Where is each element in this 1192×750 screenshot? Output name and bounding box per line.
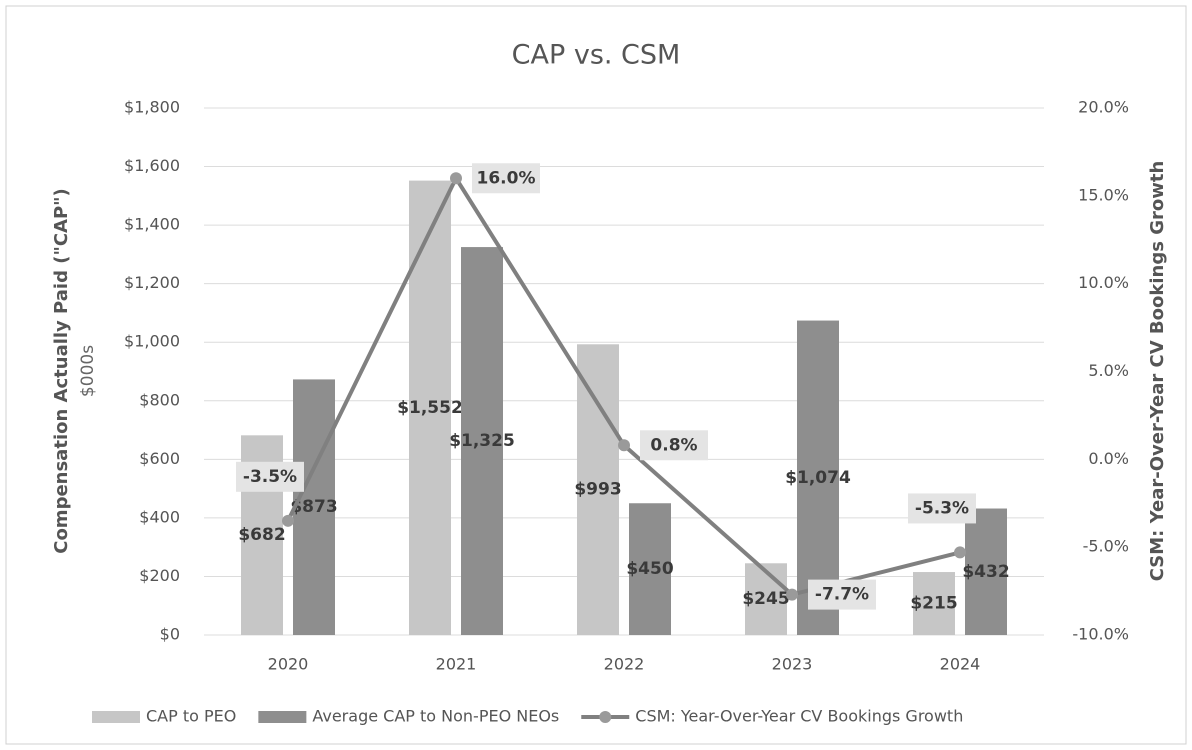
line-value-label: -5.3% (915, 498, 969, 518)
y-tick-label: $200 (139, 566, 180, 585)
bar (461, 247, 503, 635)
y2-tick-label: -5.0% (1083, 537, 1129, 556)
line-point (954, 546, 966, 559)
x-tick-label: 2020 (268, 655, 309, 674)
bar-value-label: $682 (238, 525, 285, 545)
x-tick-label: 2022 (604, 655, 645, 674)
y-tick-label: $1,000 (124, 332, 180, 351)
bar-value-label: $450 (626, 559, 673, 579)
line-value-label: 16.0% (477, 168, 536, 188)
y-tick-label: $0 (160, 625, 180, 644)
line-point (282, 514, 294, 527)
bar (629, 503, 671, 635)
y-tick-label: $1,600 (124, 156, 180, 175)
y2-tick-label: 20.0% (1078, 98, 1129, 117)
bar (293, 379, 335, 635)
line-label-box (472, 163, 540, 194)
bar (745, 563, 787, 635)
legend-label: CSM: Year-Over-Year CV Bookings Growth (635, 707, 963, 726)
y-tick-label: $400 (139, 507, 180, 526)
y-tick-label: $800 (139, 390, 180, 409)
bar (577, 344, 619, 635)
y-tick-label: $1,800 (124, 98, 180, 117)
bar (965, 508, 1007, 635)
x-tick-label: 2024 (940, 655, 981, 674)
bar-value-label: $1,074 (785, 468, 851, 488)
y-tick-label: $1,200 (124, 273, 180, 292)
line-label-box (640, 430, 708, 461)
y-axis-sublabel: $000s (78, 345, 98, 397)
y2-tick-label: 10.0% (1078, 273, 1129, 292)
line-value-label: -7.7% (815, 585, 869, 605)
line-label-box (908, 493, 976, 524)
legend-label: CAP to PEO (146, 707, 236, 726)
bar-value-label: $1,552 (397, 398, 463, 418)
x-tick-label: 2021 (436, 655, 477, 674)
bar-value-label: $1,325 (449, 431, 515, 451)
bar-value-label: $993 (574, 480, 621, 500)
bar-value-label: $432 (962, 562, 1009, 582)
line-label-box (236, 461, 304, 492)
line-value-label: -3.5% (243, 467, 297, 487)
line-label-box (808, 579, 876, 610)
legend-swatch (92, 711, 140, 723)
line-value-label: 0.8% (650, 435, 697, 455)
legend-swatch (258, 711, 307, 723)
bar (913, 572, 955, 635)
x-tick-label: 2023 (772, 655, 813, 674)
y2-tick-label: 5.0% (1088, 361, 1129, 380)
y2-tick-label: 15.0% (1078, 185, 1129, 204)
y2-tick-label: 0.0% (1088, 449, 1129, 468)
y-axis-label: Compensation Actually Paid ("CAP") (51, 188, 72, 554)
bar-value-label: $245 (742, 589, 789, 609)
y2-axis-label: CSM: Year-Over-Year CV Bookings Growth (1147, 161, 1168, 582)
bar-value-label: $215 (910, 594, 957, 614)
legend-label: Average CAP to Non-PEO NEOs (312, 707, 559, 726)
bar-value-label: $873 (290, 497, 337, 517)
y-tick-label: $600 (139, 449, 180, 468)
y2-tick-label: -10.0% (1072, 625, 1129, 644)
legend-swatch-point (599, 711, 612, 723)
line-point (450, 172, 462, 185)
chart-title: CAP vs. CSM (512, 40, 681, 71)
line-point (618, 439, 630, 452)
y-tick-label: $1,400 (124, 215, 180, 234)
line-point (786, 588, 798, 601)
